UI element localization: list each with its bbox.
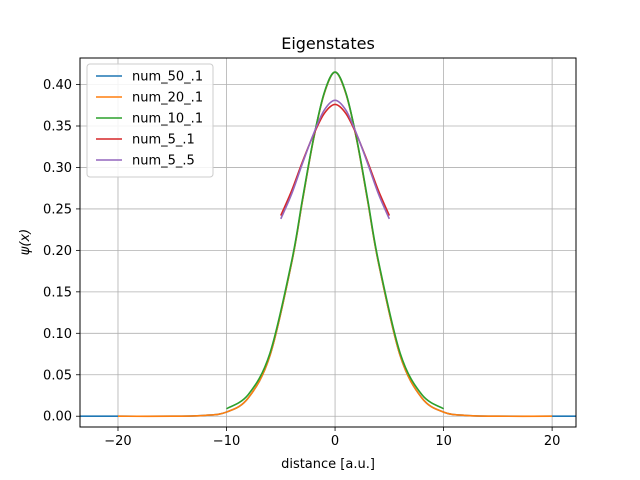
legend: num_50_.1 num_20_.1 num_10_.1 num_5_.1 num_5… (86, 63, 214, 178)
legend-label: num_10_.1 (132, 112, 203, 127)
series-line-num_5_.5 (280, 99, 391, 220)
y-tick-label: 0.05 (43, 368, 72, 383)
x-tick-label: −20 (104, 434, 131, 449)
axes-frame (79, 57, 577, 428)
legend-box (86, 63, 214, 178)
y-tick-label: 0.25 (43, 202, 72, 217)
y-tick-label: 0.00 (43, 410, 72, 425)
legend-label: num_50_.1 (132, 70, 203, 85)
x-tick-label: 10 (435, 434, 452, 449)
y-tick-label: 0.20 (43, 244, 72, 259)
chart-title: Eigenstates (281, 34, 375, 53)
y-tick-label: 0.30 (43, 161, 72, 176)
legend-label: num_5_.5 (132, 154, 195, 169)
x-tick-label: 0 (331, 434, 339, 449)
y-tick-label: 0.40 (43, 78, 72, 93)
x-tick-label: −10 (213, 434, 240, 449)
x-axis-label: distance [a.u.] (281, 457, 375, 472)
y-axis-label: ψ(x) (18, 229, 33, 255)
y-tick-label: 0.35 (43, 119, 72, 134)
series-line-num_10_.1 (226, 71, 445, 410)
y-tick-label: 0.15 (43, 285, 72, 300)
y-tick-label: 0.10 (43, 327, 72, 342)
axis-ticks: −20 −10 0 10 20 0.00 0.05 0.10 0.15 0.20 0.25 0.30 0… (43, 78, 560, 449)
legend-label: num_20_.1 (132, 91, 203, 106)
x-tick-label: 20 (544, 434, 561, 449)
series-lines (80, 71, 576, 418)
legend-label: num_5_.1 (132, 133, 195, 148)
